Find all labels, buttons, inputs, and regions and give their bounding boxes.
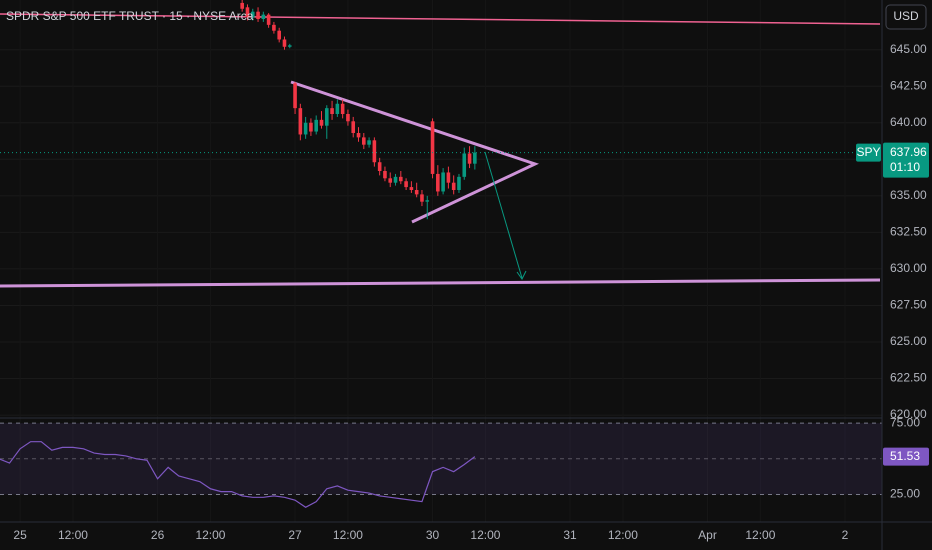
- x-tick-label: 2: [842, 528, 849, 542]
- candle-body: [383, 171, 387, 179]
- candle-body: [351, 121, 356, 133]
- candle-body: [399, 176, 403, 182]
- y-tick-label: 620.00: [890, 407, 927, 421]
- candle-body: [272, 24, 276, 31]
- candle-body: [346, 114, 350, 122]
- candle-body: [340, 103, 345, 114]
- candle-body: [388, 178, 393, 183]
- rsi-tick-label: 75.00: [890, 415, 920, 429]
- y-tick-label: 625.00: [890, 334, 927, 348]
- target-arrow: [484, 151, 523, 279]
- candle-body: [324, 108, 329, 126]
- candle-body: [250, 11, 255, 18]
- candle-body: [462, 153, 467, 177]
- x-tick-label: 12:00: [608, 528, 638, 542]
- currency-button[interactable]: [885, 4, 927, 30]
- candle-body: [467, 153, 472, 164]
- y-tick-label: 630.00: [890, 261, 927, 275]
- grid: [0, 49, 882, 495]
- y-tick-label: 640.00: [890, 115, 927, 129]
- currency-label[interactable]: USD: [893, 9, 919, 23]
- rsi-value-tag: [883, 447, 929, 466]
- y-tick-label: 632.50: [890, 225, 927, 239]
- candle-body: [287, 45, 292, 47]
- x-tick-label: 31: [563, 528, 577, 542]
- triangle-pattern: [290, 80, 540, 224]
- x-tick-label: 12:00: [195, 528, 225, 542]
- candle-body: [377, 162, 382, 171]
- arrow-head: [516, 270, 527, 280]
- candle-body: [240, 2, 244, 9]
- candle-body: [356, 133, 361, 138]
- candle-body: [446, 172, 451, 183]
- candle-body: [473, 152, 477, 164]
- rsi-tick-label: 25.00: [890, 487, 920, 501]
- candle-body: [314, 119, 319, 132]
- candle-body: [277, 30, 281, 40]
- candle-body: [451, 182, 456, 190]
- candle-body: [367, 140, 371, 145]
- price-tag: [883, 142, 929, 178]
- candle-body: [303, 122, 308, 135]
- candle-body: [335, 103, 340, 114]
- x-tick-label: 25: [13, 528, 27, 542]
- candle-body: [425, 200, 430, 202]
- candle-body: [361, 137, 366, 145]
- x-tick-label: 30: [426, 528, 440, 542]
- candle-body: [409, 187, 414, 190]
- candle-body: [245, 7, 250, 18]
- y-tick-label: 642.50: [890, 78, 927, 92]
- x-tick-label: Apr: [698, 528, 717, 542]
- candle-body: [457, 176, 461, 190]
- last-price-label: 637.96: [890, 145, 927, 159]
- axis-labels: 645.00642.50640.00637.50635.00632.50630.…: [13, 42, 929, 542]
- support-line: [0, 278, 881, 288]
- symbol-label: SPY: [856, 145, 880, 159]
- y-tick-label: 622.50: [890, 371, 927, 385]
- x-tick-label: 12:00: [58, 528, 88, 542]
- candle-body: [441, 172, 445, 192]
- y-tick-label: 645.00: [890, 42, 927, 56]
- candle-body: [319, 119, 324, 126]
- candle-body: [256, 11, 260, 19]
- symbol-title: SPDR S&P 500 ETF TRUST · 15 · NYSE Arca: [6, 9, 254, 23]
- plot: [0, 0, 882, 509]
- y-tick-label: 627.50: [890, 298, 927, 312]
- countdown-label: 01:10: [890, 160, 920, 174]
- candle-body: [298, 108, 303, 135]
- resistance-line: [0, 13, 881, 25]
- candle-body: [266, 14, 271, 25]
- candle-body: [293, 83, 297, 109]
- candle-body: [414, 190, 419, 195]
- x-tick-label: 12:00: [745, 528, 775, 542]
- candle-body: [309, 122, 313, 132]
- x-tick-label: 12:00: [470, 528, 500, 542]
- y-tick-label: 635.00: [890, 188, 927, 202]
- candle-body: [404, 181, 408, 188]
- candle-body: [430, 121, 435, 174]
- candle-body: [372, 140, 377, 163]
- x-tick-label: 12:00: [333, 528, 363, 542]
- symbol-tag: [856, 143, 881, 162]
- candle-body: [420, 194, 424, 202]
- candle-body: [282, 39, 287, 47]
- x-tick-label: 27: [288, 528, 302, 542]
- x-tick-label: 26: [151, 528, 165, 542]
- rsi-value-label: 51.53: [890, 449, 920, 463]
- rsi-band: [0, 423, 882, 495]
- candle-body: [261, 14, 266, 19]
- rsi-line: [0, 441, 476, 509]
- candle-body: [393, 176, 398, 183]
- candle-body: [330, 108, 334, 114]
- candle-body: [436, 173, 440, 192]
